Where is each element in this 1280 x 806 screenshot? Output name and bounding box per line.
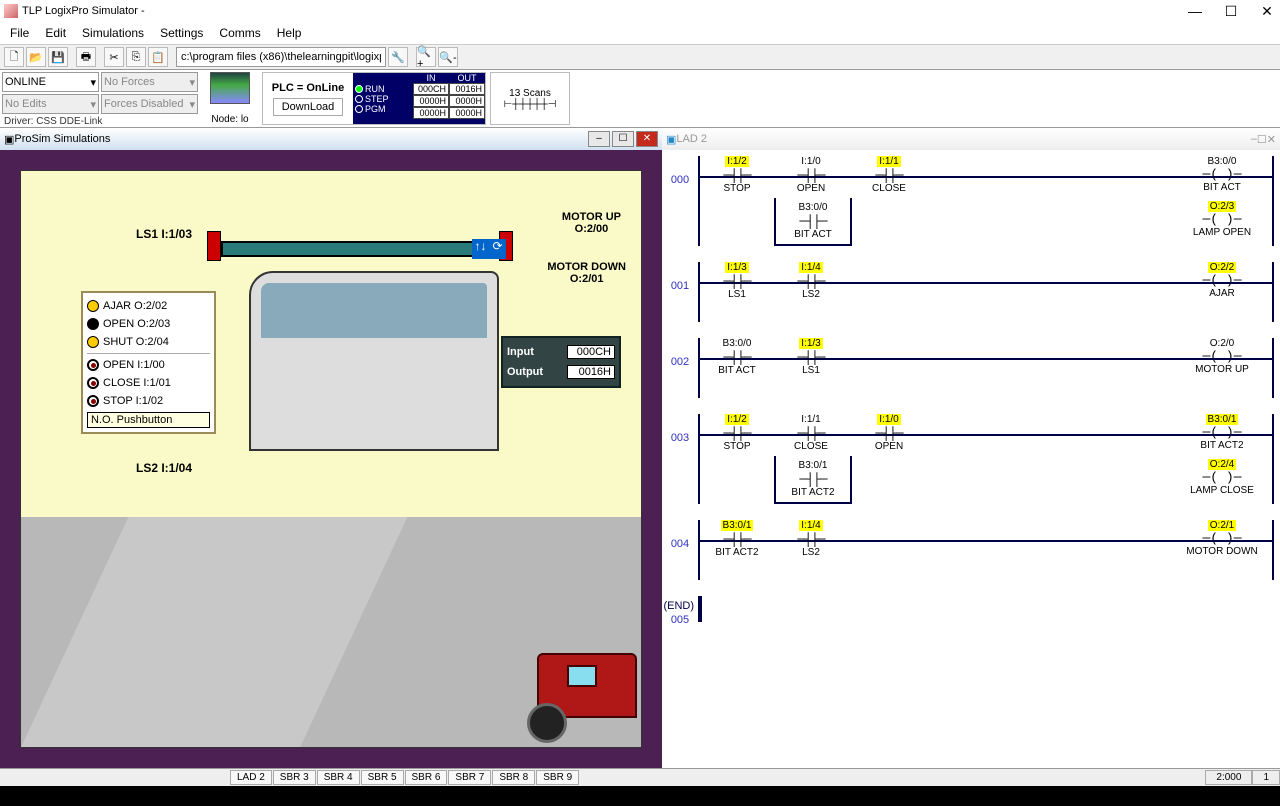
sim-close-button[interactable]: ✕ xyxy=(636,131,658,147)
rung-number: 003 xyxy=(662,414,698,504)
open-button[interactable] xyxy=(87,359,99,371)
status-tab[interactable]: SBR 4 xyxy=(317,770,360,785)
menu-simulations[interactable]: Simulations xyxy=(82,26,144,40)
gate xyxy=(221,241,501,257)
node-icon[interactable] xyxy=(210,72,250,104)
motor-up-label: MOTOR UPO:2/00 xyxy=(562,211,621,235)
status-val2: 1 xyxy=(1252,770,1280,785)
node-caption: Node: lo xyxy=(211,114,248,125)
edits-select[interactable]: No Edits▾ xyxy=(2,94,99,114)
io-panel: AJAR O:2/02 OPEN O:2/03 SHUT O:2/04 OPEN… xyxy=(81,291,216,434)
simwin-title: ProSim Simulations xyxy=(14,133,586,145)
save-icon[interactable]: 💾 xyxy=(48,47,68,67)
branch-instruction[interactable]: B3:0/0─┤├─BIT ACT xyxy=(776,202,850,240)
motor-down-label: MOTOR DOWNO:2/01 xyxy=(547,261,626,285)
lad-close-button[interactable]: ✕ xyxy=(1267,133,1276,146)
rung-number: 001 xyxy=(662,262,698,322)
tool-icon[interactable]: 🔧 xyxy=(388,47,408,67)
menu-edit[interactable]: Edit xyxy=(45,26,66,40)
output-instruction[interactable]: O:2/2─( )─AJAR xyxy=(1172,262,1272,299)
ajar-led xyxy=(87,300,99,312)
run-radio[interactable] xyxy=(355,85,363,93)
shut-led xyxy=(87,336,99,348)
end-instruction: (END) xyxy=(663,600,694,612)
online-select[interactable]: ONLINE▾ xyxy=(2,72,99,92)
contact-instruction[interactable]: B3:0/0─┤├─BIT ACT xyxy=(700,338,774,376)
rung-number: 000 xyxy=(662,156,698,246)
lad-icon: ▣ xyxy=(666,133,676,146)
ls1-label: LS1 I:1/03 xyxy=(136,227,192,241)
ladwin-title: LAD 2 xyxy=(676,133,1250,145)
status-tab[interactable]: LAD 2 xyxy=(230,770,272,785)
app-icon xyxy=(4,4,18,18)
tooltip: N.O. Pushbutton xyxy=(87,412,210,428)
forces-select[interactable]: No Forces▾ xyxy=(101,72,198,92)
truck-vehicle xyxy=(517,653,637,743)
motor-icon: ↑↓⟳ xyxy=(472,239,506,259)
branch-instruction[interactable]: B3:0/1─┤├─BIT ACT2 xyxy=(776,460,850,498)
stop-button[interactable] xyxy=(87,395,99,407)
menu-comms[interactable]: Comms xyxy=(219,26,260,40)
io-readout: Input000CH Output0016H xyxy=(501,336,621,388)
new-icon[interactable]: 🗋 xyxy=(4,47,24,67)
contact-instruction[interactable]: I:1/3─┤├─LS1 xyxy=(774,338,848,376)
lad-maximize-button[interactable]: ☐ xyxy=(1257,133,1267,146)
status-tab[interactable]: SBR 9 xyxy=(536,770,579,785)
open-icon[interactable]: 📂 xyxy=(26,47,46,67)
contact-instruction[interactable]: I:1/0─┤├─OPEN xyxy=(774,156,848,194)
scan-slider[interactable]: ⊢┼┼┼┼┼⊣ xyxy=(504,99,557,110)
contact-instruction[interactable]: I:1/1─┤├─CLOSE xyxy=(774,414,848,452)
status-tab[interactable]: SBR 6 xyxy=(405,770,448,785)
download-button[interactable]: DownLoad xyxy=(273,98,344,116)
output-instruction[interactable]: O:2/4─( )─LAMP CLOSE xyxy=(1172,459,1272,496)
zoom-out-icon[interactable]: 🔍- xyxy=(438,47,458,67)
contact-instruction[interactable]: I:1/4─┤├─LS2 xyxy=(774,262,848,300)
copy-icon[interactable]: ⎘ xyxy=(126,47,146,67)
forces-disabled-select[interactable]: Forces Disabled▾ xyxy=(101,94,198,114)
step-radio[interactable] xyxy=(355,95,363,103)
sim-minimize-button[interactable]: – xyxy=(588,131,610,147)
prosim-icon: ▣ xyxy=(4,133,14,146)
menu-file[interactable]: File xyxy=(10,26,29,40)
output-instruction[interactable]: B3:0/1─( )─BIT ACT2 xyxy=(1172,414,1272,451)
print-icon[interactable]: 🖶 xyxy=(76,47,96,67)
status-tab[interactable]: SBR 8 xyxy=(492,770,535,785)
driver-caption: Driver: CSS DDE-Link xyxy=(2,116,198,127)
sim-maximize-button[interactable]: ☐ xyxy=(612,131,634,147)
status-tab[interactable]: SBR 5 xyxy=(361,770,404,785)
menu-help[interactable]: Help xyxy=(277,26,302,40)
contact-instruction[interactable]: I:1/1─┤├─CLOSE xyxy=(852,156,926,194)
zoom-in-icon[interactable]: 🔍+ xyxy=(416,47,436,67)
open-led xyxy=(87,318,99,330)
contact-instruction[interactable]: I:1/2─┤├─STOP xyxy=(700,156,774,194)
paste-icon[interactable]: 📋 xyxy=(148,47,168,67)
status-val1: 2:000 xyxy=(1205,770,1252,785)
bus-vehicle xyxy=(249,271,499,451)
gate-post-left xyxy=(207,231,221,261)
pgm-radio[interactable] xyxy=(355,105,363,113)
close-button[interactable]: ✕ xyxy=(1258,3,1276,20)
contact-instruction[interactable]: I:1/2─┤├─STOP xyxy=(700,414,774,452)
minimize-button[interactable]: — xyxy=(1186,3,1204,20)
cut-icon[interactable]: ✂ xyxy=(104,47,124,67)
rung-number: 004 xyxy=(662,520,698,580)
app-title: TLP LogixPro Simulator - xyxy=(22,5,1186,17)
output-instruction[interactable]: O:2/3─( )─LAMP OPEN xyxy=(1172,201,1272,238)
close-button-sim[interactable] xyxy=(87,377,99,389)
status-tab[interactable]: SBR 7 xyxy=(448,770,491,785)
output-instruction[interactable]: O:2/1─( )─MOTOR DOWN xyxy=(1172,520,1272,557)
rung-number: 002 xyxy=(662,338,698,398)
contact-instruction[interactable]: B3:0/1─┤├─BIT ACT2 xyxy=(700,520,774,558)
maximize-button[interactable]: ☐ xyxy=(1222,3,1240,20)
status-tab[interactable]: SBR 3 xyxy=(273,770,316,785)
output-instruction[interactable]: O:2/0─( )─MOTOR UP xyxy=(1172,338,1272,375)
plc-status-label: PLC = OnLine xyxy=(272,82,344,94)
contact-instruction[interactable]: I:1/4─┤├─LS2 xyxy=(774,520,848,558)
path-input[interactable] xyxy=(176,47,386,67)
ls2-label: LS2 I:1/04 xyxy=(136,461,192,475)
contact-instruction[interactable]: I:1/0─┤├─OPEN xyxy=(852,414,926,452)
output-instruction[interactable]: B3:0/0─( )─BIT ACT xyxy=(1172,156,1272,193)
contact-instruction[interactable]: I:1/3─┤├─LS1 xyxy=(700,262,774,300)
menu-settings[interactable]: Settings xyxy=(160,26,203,40)
